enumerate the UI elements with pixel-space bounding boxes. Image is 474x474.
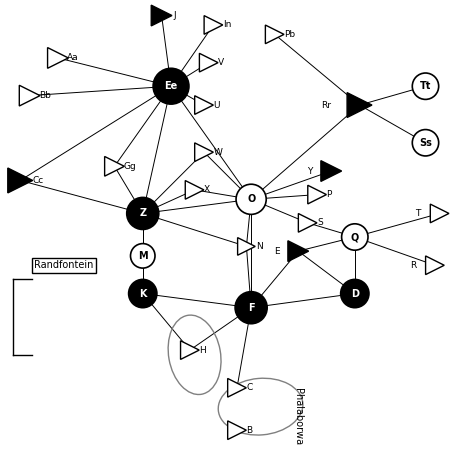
Text: J: J	[173, 11, 176, 20]
Polygon shape	[298, 213, 317, 232]
Circle shape	[342, 224, 368, 250]
Text: Y: Y	[307, 166, 312, 175]
Text: Randfontein: Randfontein	[35, 260, 94, 270]
Text: In: In	[223, 20, 231, 29]
Text: X: X	[204, 185, 210, 194]
Circle shape	[236, 184, 266, 214]
Text: E: E	[274, 246, 279, 255]
Text: Phalaborwa: Phalaborwa	[293, 388, 303, 445]
Text: B: B	[246, 426, 253, 435]
Polygon shape	[200, 53, 218, 72]
Text: O: O	[247, 194, 255, 204]
Circle shape	[412, 73, 438, 100]
Circle shape	[130, 244, 155, 268]
Text: Z: Z	[139, 209, 146, 219]
Text: Bb: Bb	[39, 91, 51, 100]
Text: Ee: Ee	[164, 81, 178, 91]
Circle shape	[235, 292, 267, 324]
Text: K: K	[139, 289, 146, 299]
Polygon shape	[347, 92, 372, 118]
Polygon shape	[8, 168, 33, 193]
Text: Ss: Ss	[419, 138, 432, 148]
Text: N: N	[256, 242, 263, 251]
Text: U: U	[213, 100, 220, 109]
Text: P: P	[327, 190, 332, 199]
Text: Gg: Gg	[124, 162, 137, 171]
Polygon shape	[204, 16, 223, 34]
Polygon shape	[105, 156, 124, 176]
Text: H: H	[199, 346, 206, 355]
Text: Rr: Rr	[321, 100, 331, 109]
Polygon shape	[195, 143, 213, 162]
Polygon shape	[151, 5, 172, 26]
Polygon shape	[19, 85, 40, 106]
Text: D: D	[351, 289, 359, 299]
Circle shape	[412, 129, 438, 156]
Circle shape	[341, 279, 369, 308]
Circle shape	[153, 68, 189, 104]
Polygon shape	[430, 204, 449, 223]
Text: Aa: Aa	[67, 54, 79, 63]
Polygon shape	[308, 185, 327, 204]
Circle shape	[127, 197, 159, 229]
Text: Cc: Cc	[32, 176, 43, 185]
Polygon shape	[181, 341, 199, 359]
Text: Tt: Tt	[420, 81, 431, 91]
Polygon shape	[265, 25, 284, 44]
Circle shape	[128, 279, 157, 308]
Text: M: M	[138, 251, 147, 261]
Polygon shape	[237, 237, 255, 255]
Text: W: W	[213, 148, 222, 157]
Text: Pb: Pb	[284, 30, 295, 39]
Polygon shape	[185, 181, 204, 199]
Polygon shape	[288, 241, 309, 262]
Polygon shape	[321, 161, 342, 182]
Text: T: T	[415, 209, 421, 218]
Text: V: V	[218, 58, 224, 67]
Text: S: S	[317, 219, 323, 228]
Polygon shape	[47, 47, 68, 68]
Polygon shape	[195, 96, 213, 114]
Polygon shape	[426, 256, 444, 274]
Text: R: R	[410, 261, 416, 270]
Text: Q: Q	[351, 232, 359, 242]
Text: C: C	[246, 383, 253, 392]
Text: F: F	[248, 303, 255, 313]
Polygon shape	[228, 378, 246, 397]
Polygon shape	[228, 421, 246, 439]
